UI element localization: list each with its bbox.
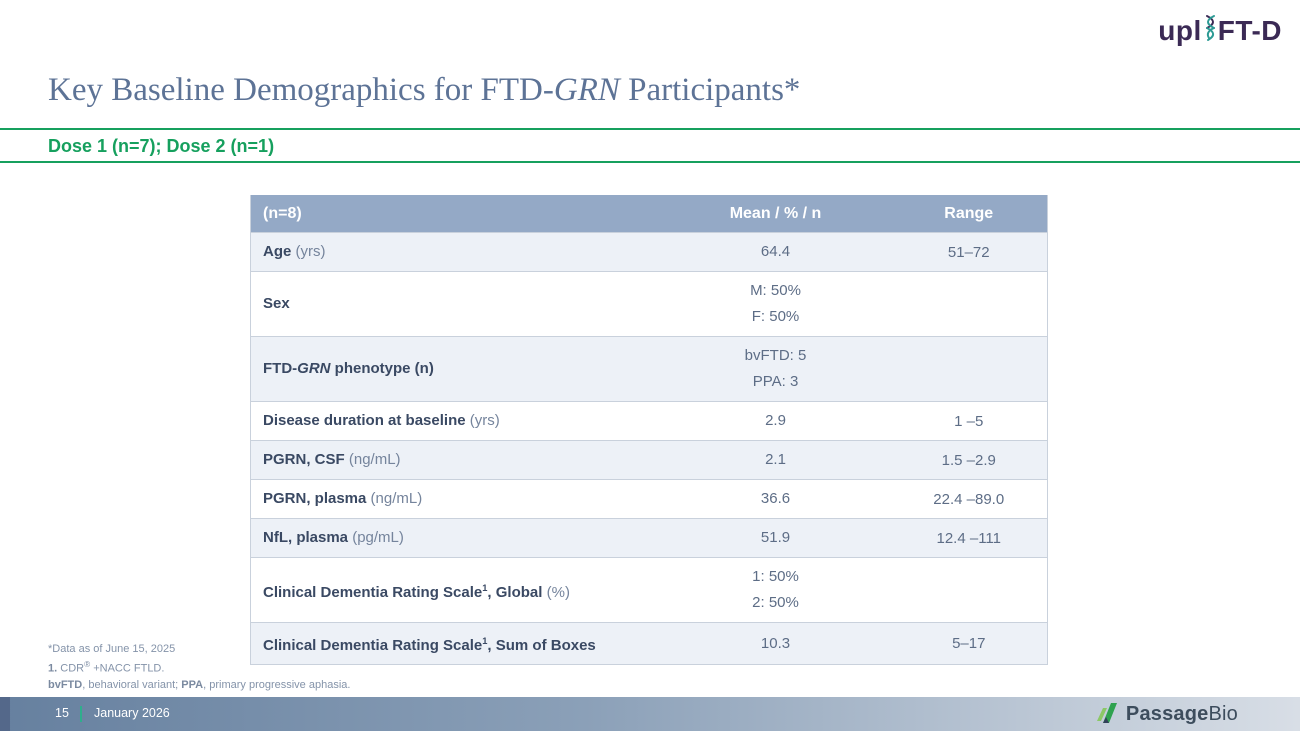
title-prefix: Key Baseline Demographics for FTD-: [48, 72, 554, 108]
footnote-line: 1. CDR® +NACC FTLD.: [48, 660, 165, 675]
row-mean-value: 64.4: [660, 232, 891, 272]
row-label: PGRN, CSF (ng/mL): [250, 440, 661, 480]
table-row: PGRN, CSF (ng/mL) 2.1 1.5 –2.9: [250, 440, 1048, 480]
row-range-value: [890, 557, 1048, 623]
row-label: Disease duration at baseline (yrs): [250, 401, 661, 441]
row-label: Clinical Dementia Rating Scale1, Sum of …: [250, 622, 661, 665]
footer-left-accent: [0, 697, 10, 731]
row-mean-value: 10.3: [660, 622, 891, 665]
row-label: Age (yrs): [250, 232, 661, 272]
column-header-n8: (n=8): [250, 195, 661, 233]
row-mean-value: 2.1: [660, 440, 891, 480]
row-mean-value: 2.9: [660, 401, 891, 441]
row-label: PGRN, plasma (ng/mL): [250, 479, 661, 519]
table-row: PGRN, plasma (ng/mL) 36.6 22.4 –89.0: [250, 479, 1048, 519]
row-mean-value: 51.9: [660, 518, 891, 558]
column-header-mean: Mean / % / n: [660, 195, 891, 233]
column-header-range: Range: [890, 195, 1048, 233]
table-header-row: (n=8) Mean / % / n Range: [250, 195, 1048, 233]
passagebio-word-bio: Bio: [1208, 702, 1238, 725]
footnote-line: bvFTD, behavioral variant; PPA, primary …: [48, 678, 351, 691]
row-range-value: 51–72: [890, 232, 1048, 272]
passagebio-wordmark: PassageBio: [1126, 703, 1238, 726]
row-range-value: 1 –5: [890, 401, 1048, 441]
dose-subtitle: Dose 1 (n=7); Dose 2 (n=1): [48, 136, 275, 156]
table-row: Clinical Dementia Rating Scale1, Global …: [250, 557, 1048, 623]
table-row: NfL, plasma (pg/mL) 51.9 12.4 –111: [250, 518, 1048, 558]
row-range-value: [890, 271, 1048, 337]
table-row: FTD-GRN phenotype (n) bvFTD: 5 PPA: 3: [250, 336, 1048, 402]
row-label: Clinical Dementia Rating Scale1, Global …: [250, 557, 661, 623]
dna-helix-icon: [1204, 12, 1217, 49]
row-range-value: 12.4 –111: [890, 518, 1048, 558]
title-suffix: Participants*: [619, 72, 801, 108]
uplift-d-logo-text-left: upl: [1158, 14, 1202, 46]
page-number: 15: [55, 706, 69, 720]
table-row: Clinical Dementia Rating Scale1, Sum of …: [250, 622, 1048, 665]
table-row: Age (yrs) 64.4 51–72: [250, 232, 1048, 272]
green-rule-bottom: [0, 161, 1300, 163]
page-title: Key Baseline Demographics for FTD-GRN Pa…: [48, 72, 800, 109]
row-mean-value: M: 50% F: 50%: [660, 271, 891, 337]
demographics-table: (n=8) Mean / % / n Range Age (yrs) 64.4 51…: [250, 195, 1048, 665]
table-row: Disease duration at baseline (yrs) 2.9 1 –…: [250, 401, 1048, 441]
footnote-line: *Data as of June 15, 2025: [48, 643, 176, 655]
footer-bar: 15 January 2026 PassageBio: [0, 697, 1300, 731]
table-row: Sex M: 50% F: 50%: [250, 271, 1048, 337]
row-range-value: [890, 336, 1048, 402]
green-rule-top: [0, 128, 1300, 130]
row-label: NfL, plasma (pg/mL): [250, 518, 661, 558]
uplift-d-logo-text-right: FT-D: [1217, 14, 1282, 46]
footnotes: *Data as of June 15, 2025 1. CDR® +NACC F…: [48, 641, 350, 693]
row-label: FTD-GRN phenotype (n): [250, 336, 661, 402]
title-italic-gene: GRN: [553, 72, 620, 108]
row-mean-value: bvFTD: 5 PPA: 3: [660, 336, 891, 402]
row-mean-value: 1: 50% 2: 50%: [660, 557, 891, 623]
row-mean-value: 36.6: [660, 479, 891, 519]
footer-date: January 2026: [94, 706, 170, 720]
passagebio-mark-icon: [1094, 699, 1120, 730]
passagebio-word-passage: Passage: [1125, 702, 1209, 725]
passagebio-logo: PassageBio: [1094, 700, 1238, 728]
demographics-table-body: Age (yrs) 64.4 51–72 Sex M: 50% F: 50% FTD-GRN…: [250, 232, 1048, 665]
uplift-d-logo: upl FT-D: [1158, 12, 1282, 49]
row-label: Sex: [250, 271, 661, 337]
row-range-value: 5–17: [890, 622, 1048, 665]
row-range-value: 1.5 –2.9: [890, 440, 1048, 480]
row-range-value: 22.4 –89.0: [890, 479, 1048, 519]
footer-separator: [80, 706, 82, 722]
